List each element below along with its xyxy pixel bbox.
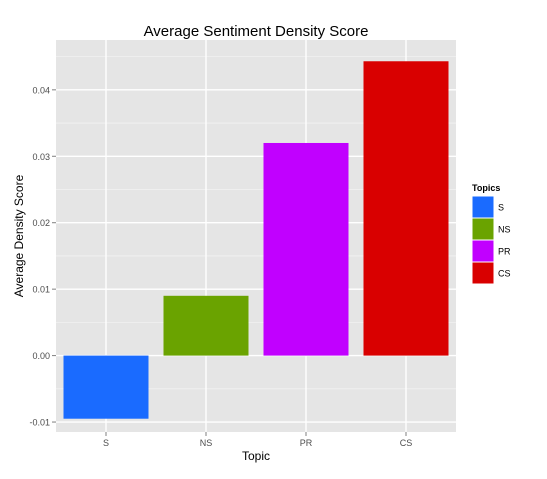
bars bbox=[63, 61, 449, 419]
y-tick-label: 0.01 bbox=[32, 285, 50, 295]
legend-label-s: S bbox=[498, 203, 504, 213]
x-tick-label: S bbox=[103, 438, 109, 448]
legend-swatch-ns bbox=[472, 218, 494, 240]
bar-cs bbox=[363, 61, 449, 356]
chart-title: Average Sentiment Density Score bbox=[144, 23, 369, 40]
x-tick-label: PR bbox=[300, 438, 313, 448]
y-tick-label: -0.01 bbox=[29, 418, 50, 428]
y-tick-label: 0.03 bbox=[32, 152, 50, 162]
legend-title: Topics bbox=[472, 183, 500, 193]
x-tick-label: CS bbox=[400, 438, 413, 448]
legend-label-cs: CS bbox=[498, 269, 511, 279]
legend-swatch-s bbox=[472, 196, 494, 218]
legend-items: S NS PR CS bbox=[471, 195, 511, 285]
y-tick-label: 0.04 bbox=[32, 85, 50, 95]
legend-label-pr: PR bbox=[498, 247, 511, 257]
bar-pr bbox=[263, 142, 349, 356]
y-tick-label: 0.00 bbox=[32, 351, 50, 361]
legend-swatch-cs bbox=[472, 262, 494, 284]
legend: Topics S NS PR CS bbox=[471, 183, 511, 285]
x-tick-label: NS bbox=[200, 438, 213, 448]
y-axis-label: Average Density Score bbox=[12, 174, 26, 297]
bar-ns bbox=[163, 295, 249, 356]
legend-swatch-pr bbox=[472, 240, 494, 262]
x-axis: S NS PR CS bbox=[103, 432, 412, 448]
bar-s bbox=[63, 355, 149, 419]
y-axis: -0.01 0.00 0.01 0.02 0.03 0.04 bbox=[29, 85, 56, 428]
legend-label-ns: NS bbox=[498, 225, 511, 235]
y-tick-label: 0.02 bbox=[32, 218, 50, 228]
x-axis-label: Topic bbox=[242, 449, 270, 463]
